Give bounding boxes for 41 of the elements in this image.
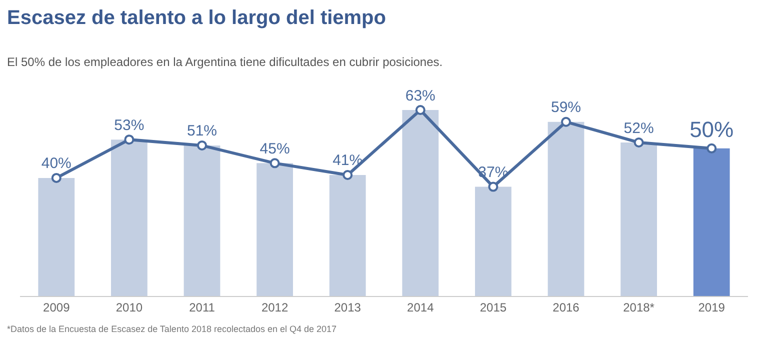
bar <box>38 178 75 296</box>
x-tick-label: 2009 <box>43 300 70 314</box>
bar <box>620 142 657 296</box>
x-tick-label: 2016 <box>552 300 580 314</box>
point <box>51 172 62 183</box>
point <box>488 182 498 192</box>
text: *Datos de la Encuesta de Escasez de Talento 2018 recolectados en el Q4 de 2017 <box>7 324 337 334</box>
data-label: 63% <box>405 87 436 104</box>
chart-title: Escasez de talento a lo largo del tiempo <box>7 7 386 29</box>
x-tick-label: 2010 <box>116 300 143 314</box>
bar <box>475 186 512 296</box>
data-label: 45% <box>260 140 290 158</box>
x-tick-label: 2011 <box>189 300 216 314</box>
bar <box>256 163 293 296</box>
data-label: 50% <box>690 116 734 142</box>
point <box>561 116 571 127</box>
x-tick-label: 2014 <box>407 300 434 314</box>
data-label: 52% <box>624 120 654 137</box>
bar <box>548 122 584 296</box>
x-tick-label: 2015 <box>480 300 507 314</box>
bar <box>111 140 148 296</box>
point <box>342 170 353 180</box>
x-tick-label: 2013 <box>334 300 362 314</box>
bar <box>329 174 366 296</box>
x-tick-label: 2019 <box>698 300 726 314</box>
data-label: 53% <box>114 116 144 134</box>
x-tick-label: 2018* <box>623 300 655 314</box>
data-label: 59% <box>550 99 582 116</box>
point <box>634 138 644 148</box>
bar <box>693 148 730 296</box>
point <box>124 134 134 145</box>
bar <box>402 110 439 296</box>
bar <box>184 145 220 296</box>
data-label: 51% <box>186 122 218 140</box>
point <box>706 143 717 154</box>
data-label: 40% <box>41 155 72 172</box>
point <box>270 158 280 168</box>
point <box>197 140 207 150</box>
chart-subtitle: El 50% de los empleadores en la Argentina tiene dificultades en cubrir posiciones. <box>7 55 443 69</box>
x-tick-label: 2012 <box>261 300 288 314</box>
point <box>415 105 426 116</box>
